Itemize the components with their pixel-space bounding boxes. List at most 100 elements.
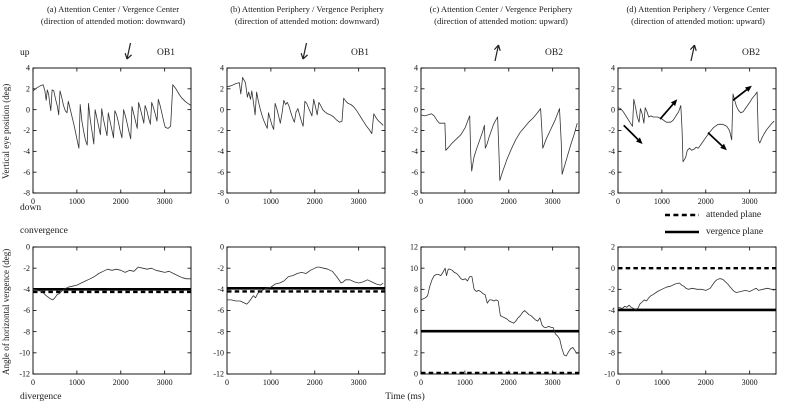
- svg-text:12: 12: [410, 243, 418, 252]
- panel-b-title-line2: (direction of attended motion: downward): [234, 16, 380, 26]
- svg-text:-2: -2: [608, 285, 615, 294]
- svg-text:-8: -8: [23, 189, 30, 198]
- svg-text:4: 4: [611, 64, 615, 73]
- svg-text:-2: -2: [217, 126, 224, 135]
- panel-a-title-line2: (direction of attended motion: downward): [40, 16, 186, 26]
- svg-text:-6: -6: [411, 168, 418, 177]
- svg-text:-10: -10: [19, 348, 30, 357]
- svg-text:-6: -6: [217, 306, 224, 315]
- svg-text:-6: -6: [23, 306, 30, 315]
- svg-text:2000: 2000: [501, 378, 517, 387]
- svg-text:3000: 3000: [157, 197, 173, 206]
- svg-text:-10: -10: [213, 348, 224, 357]
- observer-label: OB1: [351, 48, 369, 58]
- svg-text:-4: -4: [23, 147, 30, 156]
- svg-text:-4: -4: [608, 147, 615, 156]
- svg-text:-8: -8: [608, 189, 615, 198]
- svg-text:-2: -2: [23, 126, 30, 135]
- svg-text:0: 0: [419, 197, 423, 206]
- svg-text:-4: -4: [23, 285, 30, 294]
- panel-c-title: (c) Attention Center / Vergence Peripher…: [403, 3, 599, 27]
- svg-text:1000: 1000: [457, 197, 473, 206]
- svg-text:-2: -2: [608, 126, 615, 135]
- panel-a-title-line1: (a) Attention Center / Vergence Center: [46, 4, 180, 14]
- svg-text:-10: -10: [604, 370, 615, 379]
- svg-text:-2: -2: [217, 264, 224, 273]
- up-label: up: [20, 48, 30, 58]
- svg-text:0: 0: [31, 197, 35, 206]
- svg-text:-8: -8: [608, 348, 615, 357]
- svg-text:6: 6: [414, 306, 418, 315]
- svg-text:-6: -6: [217, 168, 224, 177]
- svg-text:8: 8: [414, 285, 418, 294]
- observer-label: OB1: [157, 48, 175, 58]
- svg-text:2: 2: [26, 84, 30, 93]
- svg-text:1000: 1000: [263, 197, 279, 206]
- svg-text:3000: 3000: [742, 197, 758, 206]
- legend-label: attended plane: [706, 209, 762, 220]
- svg-text:-4: -4: [411, 147, 418, 156]
- svg-text:0: 0: [616, 378, 620, 387]
- observer-label: OB2: [742, 48, 760, 58]
- downward-motion-arrow-icon: [300, 42, 309, 60]
- panel-d-title-line2: (direction of attended motion: upward): [631, 16, 765, 26]
- chart-d-bottom: 0 1000 2000 3000 2 0 -2 -4 -6 -8 -10: [604, 243, 777, 387]
- svg-text:2000: 2000: [698, 378, 714, 387]
- svg-text:-4: -4: [217, 147, 224, 156]
- svg-text:0: 0: [26, 243, 30, 252]
- panel-b-title: (b) Attention Periphery / Vergence Perip…: [209, 3, 405, 27]
- svg-text:-6: -6: [608, 168, 615, 177]
- svg-text:0: 0: [419, 378, 423, 387]
- svg-text:2: 2: [611, 243, 615, 252]
- upward-motion-arrow-icon: [689, 44, 697, 62]
- svg-text:4: 4: [414, 64, 418, 73]
- svg-text:2000: 2000: [113, 378, 129, 387]
- svg-text:3000: 3000: [351, 378, 367, 387]
- svg-text:0: 0: [611, 264, 615, 273]
- svg-text:0: 0: [31, 378, 35, 387]
- legend: attended plane vergence plane: [664, 206, 763, 240]
- svg-text:-2: -2: [411, 126, 418, 135]
- svg-text:1000: 1000: [654, 378, 670, 387]
- x-axis-label: Time (ms): [385, 392, 425, 402]
- svg-text:-2: -2: [23, 264, 30, 273]
- down-label: down: [20, 203, 42, 213]
- svg-text:-6: -6: [608, 327, 615, 336]
- svg-text:0: 0: [414, 105, 418, 114]
- convergence-label: convergence: [20, 226, 68, 236]
- svg-text:0: 0: [220, 105, 224, 114]
- svg-text:3000: 3000: [742, 378, 758, 387]
- svg-text:-4: -4: [217, 285, 224, 294]
- svg-text:0: 0: [611, 105, 615, 114]
- svg-text:2000: 2000: [501, 197, 517, 206]
- svg-text:2: 2: [611, 84, 615, 93]
- chart-b-top: 0 1000 2000 3000 4 2 0 -2 -4 -6 -8: [217, 64, 386, 206]
- svg-text:-12: -12: [213, 370, 224, 379]
- svg-text:1000: 1000: [263, 378, 279, 387]
- svg-text:4: 4: [414, 327, 418, 336]
- svg-text:4: 4: [220, 64, 224, 73]
- svg-text:-4: -4: [608, 306, 615, 315]
- chart-c-top: 0 1000 2000 3000 4 2 0 -2 -4 -6 -8: [411, 64, 580, 206]
- svg-text:10: 10: [410, 264, 418, 273]
- svg-text:0: 0: [225, 197, 229, 206]
- chart-b-bottom: 0 1000 2000 3000 0 -2 -4 -6 -8 -10 -12: [213, 243, 386, 387]
- divergence-label: divergence: [20, 392, 62, 402]
- svg-text:-8: -8: [411, 189, 418, 198]
- panel-d-title-line1: (d) Attention Periphery / Vergence Cente…: [626, 4, 770, 14]
- chart-a-top: 0 1000 2000 3000 4 2 0 -2 -4 -6 -8: [23, 64, 192, 206]
- svg-text:3000: 3000: [545, 197, 561, 206]
- svg-text:-12: -12: [19, 370, 30, 379]
- svg-text:1000: 1000: [654, 197, 670, 206]
- panel-b-title-line1: (b) Attention Periphery / Vergence Perip…: [230, 4, 384, 14]
- svg-text:1000: 1000: [69, 197, 85, 206]
- svg-text:2: 2: [220, 84, 224, 93]
- svg-text:2: 2: [414, 84, 418, 93]
- svg-text:-8: -8: [217, 327, 224, 336]
- svg-text:0: 0: [225, 378, 229, 387]
- upward-motion-arrow-icon: [493, 44, 501, 62]
- svg-text:3000: 3000: [545, 378, 561, 387]
- observer-label: OB2: [545, 48, 563, 58]
- svg-text:0: 0: [26, 105, 30, 114]
